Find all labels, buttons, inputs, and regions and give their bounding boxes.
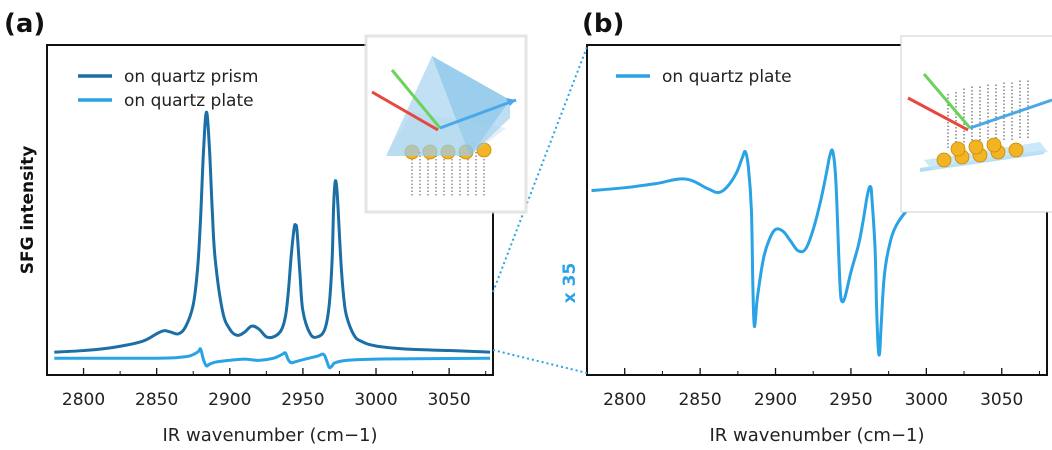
inset-prism-schematic: [364, 34, 528, 214]
plot-b-series-line-0: [591, 148, 1045, 357]
plot-a-xtick-label: 3050: [427, 390, 470, 410]
plot-b-ticks: 2800 2850 2900 2950 3000 3050: [586, 368, 1040, 410]
plot-a-xtick-label: 3000: [354, 390, 397, 410]
inset-plate-schematic: [900, 35, 1052, 213]
plot-a-xtick-label: 2950: [281, 390, 324, 410]
plot-b-xlabel: IR wavenumber (cm−1): [710, 425, 925, 446]
panel-b-label: (b): [582, 9, 624, 39]
plot-a-xlabel: IR wavenumber (cm−1): [163, 425, 378, 446]
legend-b: on quartz plate: [616, 67, 792, 87]
legend-a: on quartz prism on quartz plate: [78, 67, 258, 111]
zoom-connector-bottom: [492, 349, 588, 374]
plot-a-xtick-label: 2800: [62, 390, 105, 410]
plot-a-ylabel: SFG intensity: [18, 146, 38, 275]
zoom-connector-top: [492, 46, 588, 293]
plot-a-series: [54, 110, 491, 370]
plot-b-xtick-label: 2950: [829, 390, 872, 410]
legend-a-label-plate: on quartz plate: [124, 91, 254, 111]
plot-a-xtick-label: 2850: [135, 390, 178, 410]
plot-b-xtick-label: 2850: [678, 390, 721, 410]
plot-a-xtick-label: 2900: [208, 390, 251, 410]
plot-b-xtick-label: 3000: [905, 390, 948, 410]
panel-a-label: (a): [4, 9, 45, 39]
plot-b-xtick-label: 2800: [603, 390, 646, 410]
plot-b-series: [591, 148, 1045, 357]
plot-a-series-line-1: [54, 347, 491, 370]
legend-b-label-plate: on quartz plate: [662, 67, 792, 87]
plot-b-xtick-label: 3050: [980, 390, 1023, 410]
plot-b-xtick-label: 2900: [754, 390, 797, 410]
legend-a-label-prism: on quartz prism: [124, 67, 258, 87]
plot-a-ticks: 2800 2850 2900 2950 3000 3050: [46, 368, 487, 410]
plot-b-ylabel: x 35: [560, 263, 580, 304]
plot-a-series-line-0: [54, 110, 491, 354]
